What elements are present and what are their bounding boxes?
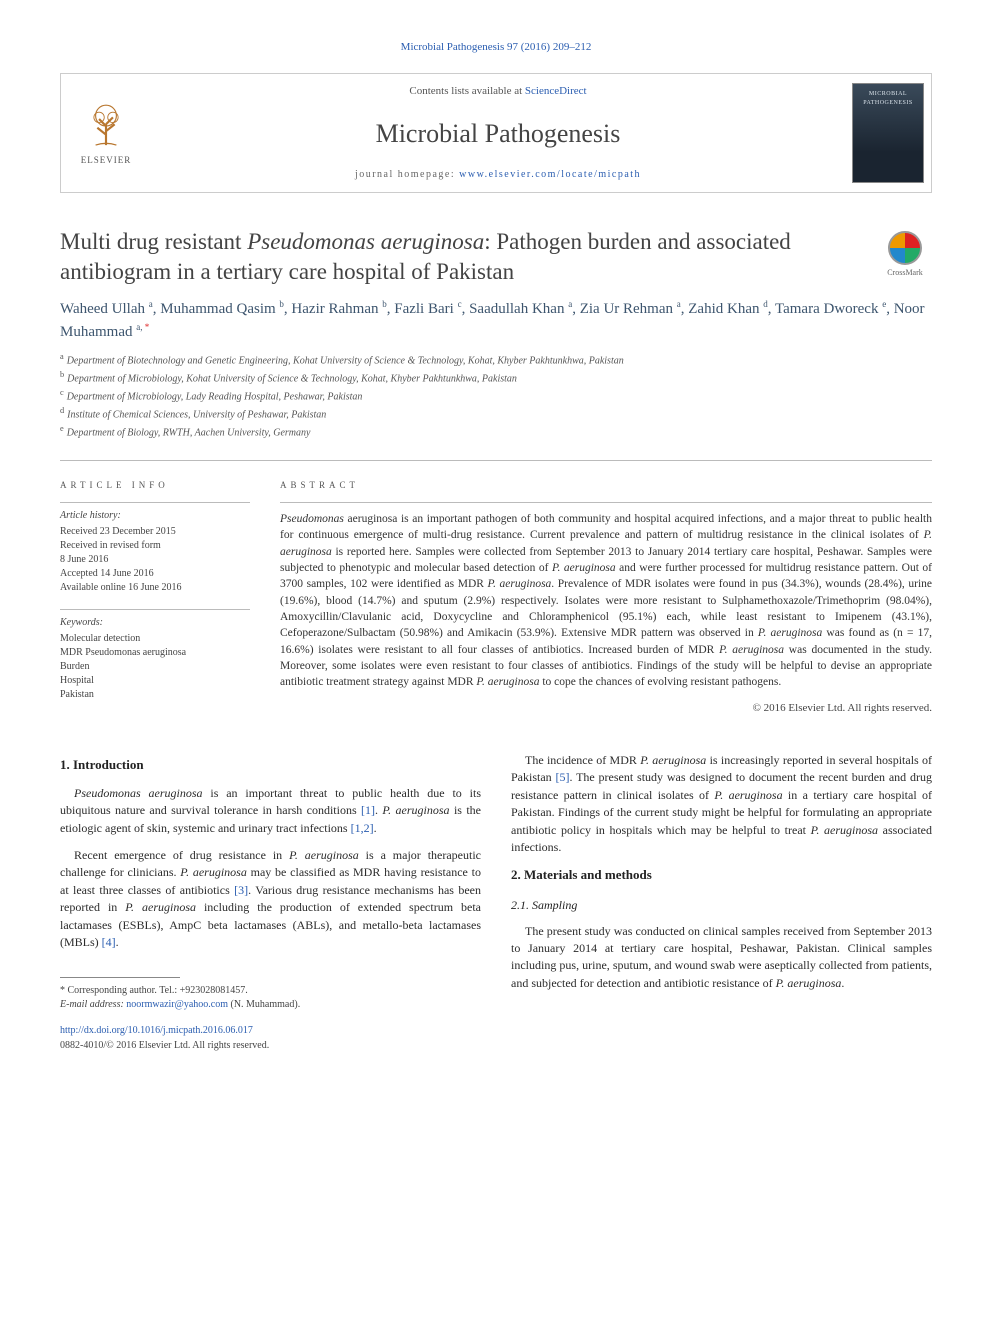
section-1-para-3: The incidence of MDR P. aeruginosa is in… [511,752,932,856]
corresponding-author-note: * Corresponding author. Tel.: +923028081… [60,984,481,998]
sciencedirect-link[interactable]: ScienceDirect [525,85,587,97]
author-list: Waheed Ullah a, Muhammad Qasim b, Hazir … [60,298,932,343]
article-history-block: Article history: Received 23 December 20… [60,502,250,595]
abstract-column: ABSTRACT Pseudomonas aeruginosa is an im… [280,479,932,716]
journal-masthead: ELSEVIER Contents lists available at Sci… [60,73,932,193]
section-1-para-1: Pseudomonas aeruginosa is an important t… [60,785,481,837]
cover-title-text: MICROBIAL PATHOGENESIS [853,90,923,107]
history-label: Article history: [60,509,250,523]
article-body: 1. Introduction Pseudomonas aeruginosa i… [60,752,932,1053]
keyword: Molecular detection [60,632,250,646]
affiliation: cDepartment of Microbiology, Lady Readin… [60,387,932,405]
abstract-body: Pseudomonas aeruginosa is an important p… [280,502,932,691]
section-1-para-2: Recent emergence of drug resistance in P… [60,847,481,951]
author: Zia Ur Rehman a [580,301,681,317]
affiliation-list: aDepartment of Biotechnology and Genetic… [60,351,932,440]
article-info-column: ARTICLE INFO Article history: Received 2… [60,479,250,716]
cover-thumb-cell: MICROBIAL PATHOGENESIS [845,74,931,192]
keywords-block: Keywords: Molecular detectionMDR Pseudom… [60,609,250,702]
journal-homepage-link[interactable]: www.elsevier.com/locate/micpath [459,169,641,180]
doi-link[interactable]: http://dx.doi.org/10.1016/j.micpath.2016… [60,1025,253,1036]
corresponding-email-link[interactable]: noormwazir@yahoo.com [126,999,228,1010]
keyword: Pakistan [60,688,250,702]
journal-cover-thumbnail: MICROBIAL PATHOGENESIS [852,83,924,183]
keywords-label: Keywords: [60,616,250,630]
history-line: 8 June 2016 [60,553,250,567]
email-label: E-mail address: [60,999,126,1010]
journal-homepage-line: journal homepage: www.elsevier.com/locat… [151,168,845,182]
abstract-copyright: © 2016 Elsevier Ltd. All rights reserved… [280,701,932,716]
elsevier-logo: ELSEVIER [80,100,132,167]
author: Muhammad Qasim b [160,301,284,317]
crossmark-icon [888,231,922,265]
title-pre: Multi drug resistant [60,229,247,254]
crossmark-badge[interactable]: CrossMark [878,231,932,278]
author: Tamara Dworeck e [775,301,886,317]
footnote-block: * Corresponding author. Tel.: +923028081… [60,984,481,1012]
section-2-1-heading: 2.1. Sampling [511,897,932,914]
affiliation: dInstitute of Chemical Sciences, Univers… [60,405,932,423]
author: Saadullah Khan a [469,301,572,317]
contents-prefix: Contents lists available at [409,85,524,97]
crossmark-label: CrossMark [887,267,923,278]
history-line: Received in revised form [60,539,250,553]
homepage-prefix: journal homepage: [355,169,459,180]
title-species: Pseudomonas aeruginosa [247,229,484,254]
keyword: Burden [60,660,250,674]
journal-title: Microbial Pathogenesis [151,116,845,152]
section-1-heading: 1. Introduction [60,756,481,775]
doi-block: http://dx.doi.org/10.1016/j.micpath.2016… [60,1024,481,1053]
author: Zahid Khan d [688,301,767,317]
affiliation: eDepartment of Biology, RWTH, Aachen Uni… [60,423,932,441]
keyword: Hospital [60,674,250,688]
author: Hazir Rahman b [291,301,386,317]
keyword: MDR Pseudomonas aeruginosa [60,646,250,660]
email-attribution: (N. Muhammad). [228,999,300,1010]
article-title: Multi drug resistant Pseudomonas aerugin… [60,227,866,286]
contents-lists-line: Contents lists available at ScienceDirec… [151,84,845,99]
issn-copyright-line: 0882-4010/© 2016 Elsevier Ltd. All right… [60,1039,481,1054]
email-line: E-mail address: noormwazir@yahoo.com (N.… [60,998,481,1012]
masthead-center: Contents lists available at ScienceDirec… [151,74,845,192]
elsevier-tree-icon [80,100,132,152]
footnote-separator [60,977,180,978]
affiliation: bDepartment of Microbiology, Kohat Unive… [60,369,932,387]
history-line: Accepted 14 June 2016 [60,567,250,581]
publisher-name: ELSEVIER [81,154,132,167]
section-2-1-para-1: The present study was conducted on clini… [511,923,932,993]
article-info-label: ARTICLE INFO [60,479,250,492]
author: Waheed Ullah a [60,301,153,317]
publisher-logo-cell: ELSEVIER [61,74,151,192]
abstract-label: ABSTRACT [280,479,932,492]
author: Fazli Bari c [394,301,461,317]
history-line: Received 23 December 2015 [60,525,250,539]
history-line: Available online 16 June 2016 [60,581,250,595]
journal-reference: Microbial Pathogenesis 97 (2016) 209–212 [60,40,932,55]
affiliation: aDepartment of Biotechnology and Genetic… [60,351,932,369]
section-2-heading: 2. Materials and methods [511,866,932,885]
